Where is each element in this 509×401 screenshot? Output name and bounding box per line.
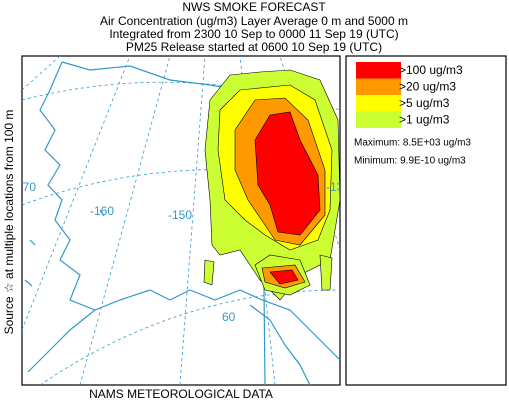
legend-swatch: [356, 95, 401, 112]
plume-level: [269, 269, 299, 285]
subtitle: PM25 Release started at 0600 10 Sep 19 (…: [126, 40, 382, 54]
grid-label: -150: [168, 208, 192, 222]
plume-level: [254, 111, 321, 236]
legend-label: >5 ug/m3: [399, 96, 450, 110]
legend-swatch: [356, 62, 401, 79]
subtitle: Air Concentration (ug/m3) Layer Average …: [100, 14, 408, 28]
legend-swatch: [356, 111, 401, 128]
legend-label: >100 ug/m3: [399, 63, 463, 77]
legend-label: >20 ug/m3: [399, 80, 456, 94]
source-note: Source ☆ at multiple locations from 100 …: [2, 110, 16, 335]
legend: Maximum: 8.5E+03 ug/m3 Minimum: 9.9E-10 …: [345, 55, 507, 386]
grid-label: -130: [326, 180, 350, 194]
map: -170 -160 -150 -130 60: [12, 55, 350, 386]
subtitle: Integrated from 2300 10 Sep to 0000 11 S…: [109, 27, 398, 41]
legend-label: >1 ug/m3: [399, 113, 450, 127]
grid-label: -160: [90, 204, 114, 218]
footer: NAMS METEOROLOGICAL DATA: [89, 387, 273, 401]
smoke-plume: [203, 69, 340, 301]
legend-swatch: [356, 78, 401, 95]
title: NWS SMOKE FORECAST: [182, 0, 326, 14]
grid-label: 60: [222, 310, 236, 324]
minimum: Minimum: 9.9E-10 ug/m3: [354, 156, 466, 167]
grid-label: -170: [12, 180, 36, 194]
plume-level: [203, 259, 215, 286]
plume-level: [319, 254, 333, 291]
maximum: Maximum: 8.5E+03 ug/m3: [354, 138, 471, 149]
